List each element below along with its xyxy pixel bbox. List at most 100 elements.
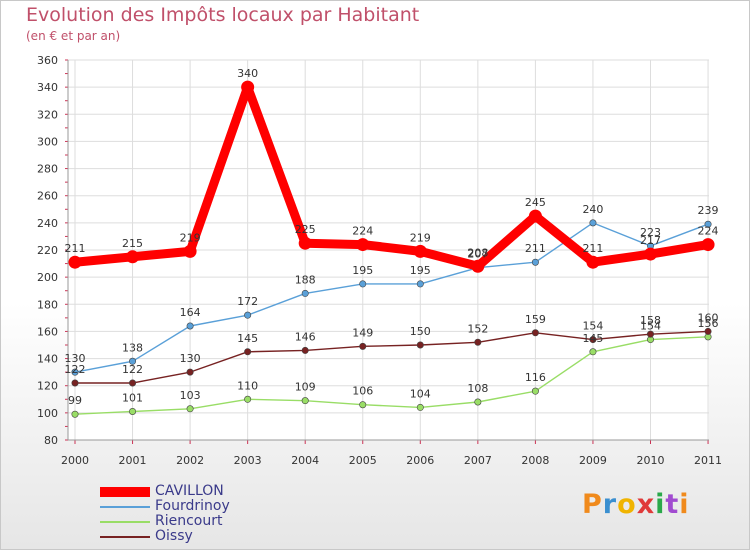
x-tick-label: 2003	[234, 454, 262, 467]
data-point	[298, 236, 312, 250]
data-label: 225	[295, 223, 316, 236]
data-label: 188	[295, 273, 316, 286]
data-point	[301, 397, 309, 405]
data-point	[241, 80, 255, 94]
logo-letter: i	[679, 489, 690, 520]
data-label: 240	[582, 203, 603, 216]
data-label: 109	[295, 381, 316, 394]
legend-label: Fourdrinoy	[155, 498, 230, 514]
data-label: 172	[237, 295, 258, 308]
data-point	[68, 255, 82, 269]
data-point	[704, 220, 712, 228]
legend-label: CAVILLON	[155, 483, 224, 499]
data-point	[359, 401, 367, 409]
data-label: 104	[410, 387, 431, 400]
data-point	[356, 238, 370, 252]
data-point	[528, 209, 542, 223]
logo-letter: i	[655, 489, 666, 520]
data-label: 219	[410, 231, 431, 244]
data-label: 159	[525, 313, 546, 326]
data-label: 195	[352, 264, 373, 277]
y-tick-label: 80	[44, 434, 58, 447]
series-line-riencourt	[74, 336, 709, 415]
x-tick-label: 2005	[349, 454, 377, 467]
y-tick-label: 260	[37, 190, 58, 203]
data-label: 239	[698, 204, 719, 217]
legend-item-oissy: Oissy	[100, 529, 230, 544]
data-point	[244, 395, 252, 403]
y-tick-label: 240	[37, 217, 58, 230]
logo-letter: t	[665, 489, 680, 520]
data-point	[186, 405, 194, 413]
data-label: 152	[467, 322, 488, 335]
data-label: 245	[525, 196, 546, 209]
data-label: 145	[582, 332, 603, 345]
data-label: 138	[122, 341, 143, 354]
y-tick-label: 300	[37, 135, 58, 148]
legend-swatch	[100, 486, 150, 497]
data-label: 149	[352, 326, 373, 339]
legend: CAVILLON Fourdrinoy Riencourt Oissy	[100, 484, 230, 544]
data-point	[474, 398, 482, 406]
data-point	[301, 346, 309, 354]
data-point	[531, 387, 539, 395]
data-point	[474, 338, 482, 346]
data-label: 208	[467, 246, 488, 259]
data-label: 150	[410, 325, 431, 338]
data-point	[701, 238, 715, 252]
chart-subtitle: (en € et par an)	[26, 29, 121, 43]
data-point	[129, 379, 137, 387]
y-tick-label: 280	[37, 163, 58, 176]
data-label: 130	[65, 352, 86, 365]
data-point	[244, 311, 252, 319]
x-tick-label: 2011	[694, 454, 722, 467]
data-point	[416, 341, 424, 349]
x-tick-label: 2002	[176, 454, 204, 467]
data-label: 340	[237, 67, 258, 80]
x-tick-label: 2009	[579, 454, 607, 467]
data-label: 103	[180, 389, 201, 402]
x-tick-label: 2010	[637, 454, 665, 467]
data-point	[126, 250, 140, 264]
series-line-oissy	[74, 330, 709, 384]
data-label: 154	[640, 320, 661, 333]
y-tick-label: 220	[37, 244, 58, 257]
x-tick-label: 2008	[521, 454, 549, 467]
logo-letter: o	[617, 489, 637, 520]
y-tick-label: 360	[37, 54, 58, 67]
data-label: 211	[525, 242, 546, 255]
data-point	[416, 403, 424, 411]
proxiti-logo: Proxiti	[582, 489, 690, 520]
series-line-cavillon	[70, 82, 713, 271]
data-point	[646, 330, 654, 338]
y-tick-label: 180	[37, 298, 58, 311]
logo-letter: P	[582, 489, 603, 520]
data-label: 99	[68, 394, 82, 407]
data-label: 158	[640, 314, 661, 327]
data-point	[531, 329, 539, 337]
x-tick-label: 2006	[406, 454, 434, 467]
data-label: 219	[180, 231, 201, 244]
data-label: 108	[467, 382, 488, 395]
data-label: 224	[352, 225, 373, 238]
data-label: 211	[65, 242, 86, 255]
y-tick-label: 100	[37, 407, 58, 420]
data-label: 215	[122, 237, 143, 250]
data-label: 223	[640, 226, 661, 239]
data-point	[589, 219, 597, 227]
legend-swatch	[100, 520, 150, 523]
logo-letter: r	[602, 489, 618, 520]
legend-swatch	[100, 535, 150, 538]
data-label: 224	[698, 225, 719, 238]
data-label: 116	[525, 371, 546, 384]
data-point	[244, 348, 252, 356]
legend-item-riencourt: Riencourt	[100, 514, 230, 529]
y-tick-label: 340	[37, 81, 58, 94]
legend-item-fourdrinoy: Fourdrinoy	[100, 499, 230, 514]
data-point	[416, 280, 424, 288]
data-label: 154	[582, 320, 603, 333]
y-tick-label: 140	[37, 353, 58, 366]
data-label: 122	[122, 363, 143, 376]
legend-item-cavillon: CAVILLON	[100, 484, 230, 499]
